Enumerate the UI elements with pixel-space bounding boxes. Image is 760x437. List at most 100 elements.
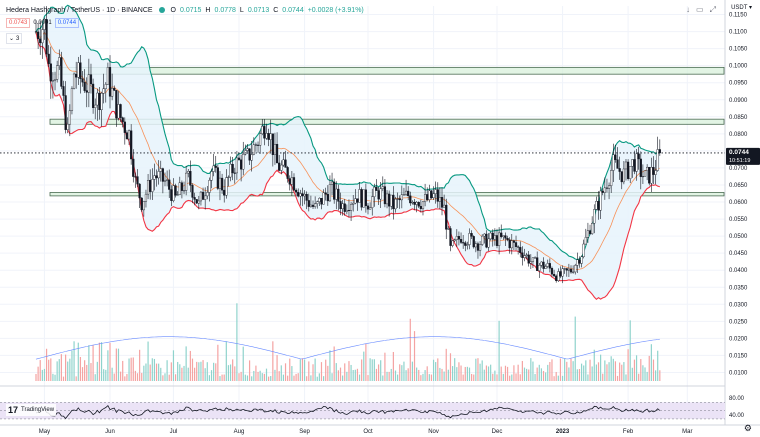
- volume-bar: [545, 372, 547, 381]
- time-tick-label: Oct: [363, 429, 373, 435]
- volume-bar: [648, 355, 650, 381]
- volume-bar: [506, 366, 509, 381]
- volume-bar: [136, 373, 139, 381]
- price-tick-label: 0.1100: [729, 30, 748, 36]
- candle-body: [62, 86, 65, 96]
- symbol-title[interactable]: Hedera Hashgraph / TetherUS · 1D · BINAN…: [6, 6, 153, 14]
- volume-bar: [210, 370, 213, 381]
- volume-bar: [79, 357, 82, 381]
- volume-bar: [333, 346, 335, 381]
- volume-bar: [301, 358, 304, 381]
- volume-bar: [614, 361, 617, 381]
- volume-bar: [367, 375, 369, 381]
- price-tick-label: 0.0550: [729, 217, 748, 223]
- candle-body: [445, 204, 448, 230]
- candle-body: [390, 194, 393, 207]
- volume-bar: [166, 360, 168, 381]
- volume-bar: [382, 375, 384, 381]
- volume-bar: [314, 358, 316, 381]
- candle-body: [100, 93, 103, 111]
- volume-bar: [168, 374, 170, 381]
- candle-body: [140, 197, 143, 211]
- change-value: +0.0028 (+3.91%): [307, 6, 364, 14]
- volume-bar: [185, 346, 187, 381]
- arrow-down-icon[interactable]: ↓: [686, 5, 691, 14]
- candle-body: [354, 198, 357, 204]
- volume-bar: [369, 358, 371, 381]
- candle-body: [593, 209, 596, 224]
- candle-body: [487, 238, 490, 248]
- candle-body: [223, 189, 226, 196]
- candle-body: [60, 57, 63, 87]
- volume-bar: [75, 376, 77, 381]
- candle-body: [286, 167, 289, 179]
- candle-body: [366, 205, 370, 210]
- candle-body: [540, 261, 543, 266]
- volume-bar: [219, 376, 221, 381]
- candle-body: [381, 186, 384, 189]
- candle-body: [379, 188, 382, 200]
- sell-button[interactable]: 0.0743: [6, 18, 31, 28]
- volume-bars: [35, 303, 661, 381]
- volume-bar: [312, 364, 314, 381]
- volume-bar: [638, 373, 640, 381]
- volume-bar: [69, 358, 71, 381]
- maximize-icon[interactable]: ⤢: [709, 5, 716, 14]
- price-axis[interactable]: 0.1150 0.1100 0.1050 0.1000 0.0950 0.0900 0.08…: [726, 13, 760, 377]
- candle-body: [280, 164, 283, 171]
- volume-bar: [88, 345, 90, 381]
- indicators-toggle[interactable]: ⌄ 3: [6, 33, 23, 44]
- candle-body: [404, 190, 408, 195]
- volume-bar: [90, 363, 92, 381]
- candle-body: [204, 195, 207, 200]
- gear-icon[interactable]: ⚙: [743, 423, 752, 433]
- volume-bar: [248, 360, 251, 381]
- candle-body: [265, 133, 268, 139]
- volume-bar: [363, 351, 365, 381]
- volume-bar: [475, 358, 477, 381]
- candle-body: [130, 130, 133, 160]
- currency-selector[interactable]: USDT ▾: [731, 5, 752, 11]
- candle-body: [356, 198, 359, 203]
- volume-bar: [291, 366, 293, 381]
- volume-bar: [380, 360, 382, 381]
- time-axis[interactable]: May Jun Jul Aug Sep Oct Nov Dec 2023 Feb Mar: [39, 429, 693, 435]
- pane-tools: ↓ ▭ ⤢: [686, 5, 716, 15]
- candle-body: [358, 189, 361, 203]
- buy-button[interactable]: 0.0744: [54, 18, 80, 28]
- candle-body: [375, 186, 378, 191]
- volume-bar: [126, 374, 128, 381]
- tradingview-logo[interactable]: 17 TradingView: [6, 404, 57, 416]
- candle-body: [472, 236, 475, 248]
- candle-body: [303, 193, 306, 197]
- candle-body: [459, 239, 463, 243]
- volume-bar: [295, 373, 297, 381]
- tradingview-mark-icon: 17: [8, 405, 19, 415]
- volume-bar: [585, 360, 587, 381]
- candle-body: [43, 19, 46, 30]
- volume-bar: [551, 359, 553, 381]
- volume-bar: [432, 359, 435, 381]
- volume-bar: [308, 361, 310, 381]
- volume-bar: [566, 361, 568, 381]
- currency-label: USDT: [731, 5, 748, 11]
- candle-body: [373, 186, 376, 197]
- open-value: 0.0715: [180, 6, 202, 14]
- candle-body: [637, 153, 640, 160]
- bollinger-basis: [35, 31, 660, 270]
- candle-body: [364, 189, 367, 207]
- candle-body: [339, 201, 342, 210]
- restore-icon[interactable]: ▭: [696, 5, 704, 14]
- volume-bar: [616, 375, 619, 381]
- volume-bar: [536, 367, 538, 381]
- candle-body: [576, 259, 579, 266]
- volume-bar: [435, 362, 437, 381]
- time-tick-label: Dec: [492, 429, 503, 435]
- candle-body: [622, 168, 625, 183]
- candle-body: [66, 123, 69, 130]
- volume-bar: [439, 367, 441, 381]
- candle-body: [470, 233, 473, 237]
- volume-bar: [371, 359, 373, 381]
- volume-bar: [604, 360, 606, 381]
